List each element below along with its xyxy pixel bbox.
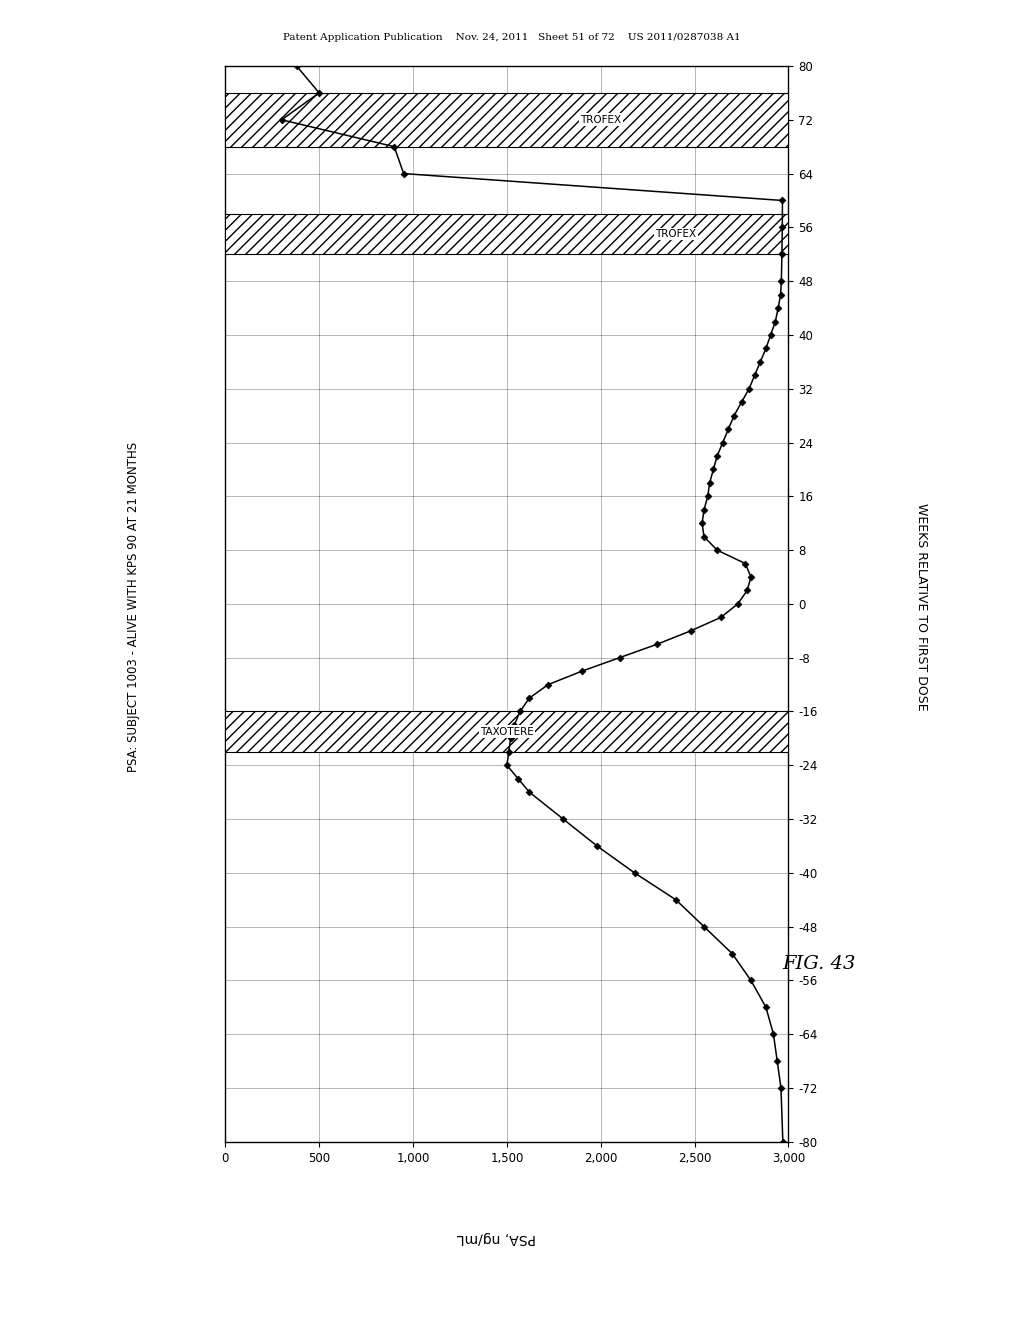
Text: PSA, ng/mL: PSA, ng/mL <box>457 1232 537 1245</box>
Text: TAXOTERE: TAXOTERE <box>480 726 534 737</box>
Text: WEEKS RELATIVE TO FIRST DOSE: WEEKS RELATIVE TO FIRST DOSE <box>915 503 928 711</box>
Text: TROFEX: TROFEX <box>581 115 622 125</box>
Bar <box>225 92 788 147</box>
Text: Patent Application Publication    Nov. 24, 2011   Sheet 51 of 72    US 2011/0287: Patent Application Publication Nov. 24, … <box>284 33 740 42</box>
Text: FIG. 43: FIG. 43 <box>782 954 856 973</box>
Text: PSA: SUBJECT 1003 - ALIVE WITH KPS 90 AT 21 MONTHS: PSA: SUBJECT 1003 - ALIVE WITH KPS 90 AT… <box>127 442 139 772</box>
Text: TROFEX: TROFEX <box>655 230 696 239</box>
Bar <box>225 214 788 255</box>
Bar <box>225 711 788 752</box>
